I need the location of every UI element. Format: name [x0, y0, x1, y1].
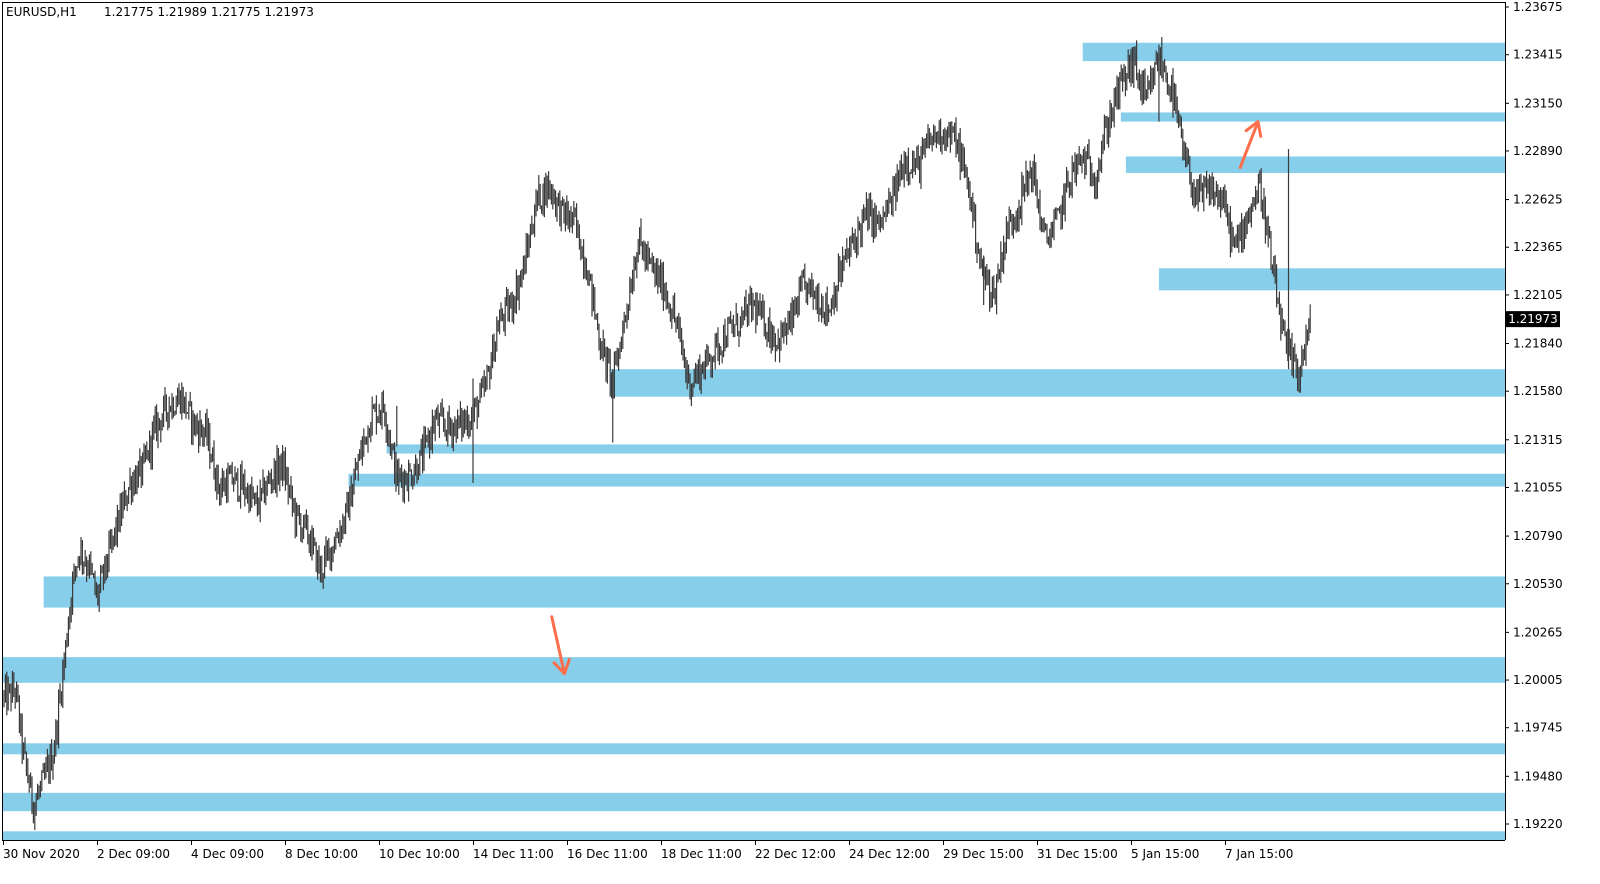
- price-layer: [3, 36, 1311, 831]
- zone-9: [3, 743, 1505, 755]
- time-tick-label-6: 16 Dec 11:00: [567, 847, 648, 861]
- price-axis[interactable]: 1.23675 1.23415 1.23150 1.22890 1.22625 1.223…: [1505, 0, 1563, 831]
- time-tick-label-8: 22 Dec 12:00: [755, 847, 836, 861]
- time-tick-label-5: 14 Dec 11:00: [473, 847, 554, 861]
- zone-7: [43, 576, 1505, 608]
- current-price-value: 1.21973: [1508, 312, 1558, 326]
- price-tick-label-12: 1.20530: [1513, 577, 1563, 591]
- zone-1: [1120, 112, 1505, 122]
- zone-11: [3, 831, 1505, 841]
- price-tick-label-3: 1.22890: [1513, 144, 1563, 158]
- current-price-tag: 1.21973: [1506, 311, 1560, 328]
- zone-8: [3, 657, 1505, 683]
- arrow-head-1: [552, 657, 571, 676]
- price-tick-label-10: 1.21055: [1513, 480, 1563, 494]
- time-tick-label-1: 2 Dec 09:00: [97, 847, 170, 861]
- current-price-tag-box: [1506, 311, 1560, 328]
- zone-0: [1082, 42, 1505, 62]
- time-tick-label-12: 5 Jan 15:00: [1131, 847, 1199, 861]
- time-axis[interactable]: 30 Nov 2020 2 Dec 09:00 4 Dec 09:00 8 Dec 1…: [3, 840, 1293, 861]
- price-tick-label-2: 1.23150: [1513, 96, 1563, 110]
- price-tick-label-17: 1.19220: [1513, 817, 1563, 831]
- time-tick-label-4: 10 Dec 10:00: [379, 847, 460, 861]
- zone-2: [1125, 156, 1505, 173]
- time-tick-label-7: 18 Dec 11:00: [661, 847, 742, 861]
- zone-4: [610, 369, 1505, 397]
- zone-3: [1158, 268, 1505, 291]
- time-tick-label-11: 31 Dec 15:00: [1037, 847, 1118, 861]
- zones-layer: [3, 42, 1506, 841]
- time-tick-label-13: 7 Jan 15:00: [1225, 847, 1293, 861]
- zone-10: [3, 792, 1505, 812]
- time-tick-label-0: 30 Nov 2020: [3, 847, 80, 861]
- zone-6: [348, 473, 1505, 487]
- price-tick-label-4: 1.22625: [1513, 193, 1563, 207]
- price-tick-label-11: 1.20790: [1513, 529, 1563, 543]
- ohlc-values: 1.21775 1.21989 1.21775 1.21973: [104, 5, 314, 19]
- price-tick-label-7: 1.21840: [1513, 337, 1563, 351]
- chart-header: EURUSD,H1 1.21775 1.21989 1.21775 1.2197…: [6, 5, 314, 19]
- price-tick-label-5: 1.22365: [1513, 240, 1563, 254]
- time-tick-label-9: 24 Dec 12:00: [849, 847, 930, 861]
- arrows-layer: [550, 120, 1263, 676]
- arrow-shaft-1: [550, 615, 566, 676]
- price-tick-label-6: 1.22105: [1513, 288, 1563, 302]
- zone-5: [386, 444, 1506, 454]
- price-tick-label-16: 1.19480: [1513, 769, 1563, 783]
- time-tick-label-2: 4 Dec 09:00: [191, 847, 264, 861]
- price-tick-label-8: 1.21580: [1513, 384, 1563, 398]
- price-tick-label-0: 1.23675: [1513, 0, 1563, 14]
- price-tick-label-15: 1.19745: [1513, 721, 1563, 735]
- price-tick-label-9: 1.21315: [1513, 433, 1563, 447]
- symbol-timeframe: EURUSD,H1: [6, 5, 77, 19]
- arrow-shaft-0: [1238, 120, 1260, 169]
- arrow-down: [550, 615, 571, 676]
- arrow-up: [1238, 120, 1263, 169]
- arrow-head-0: [1244, 120, 1263, 138]
- price-tick-label-14: 1.20005: [1513, 673, 1563, 687]
- price-tick-label-13: 1.20265: [1513, 625, 1563, 639]
- time-tick-label-3: 8 Dec 10:00: [285, 847, 358, 861]
- time-tick-label-10: 29 Dec 15:00: [943, 847, 1024, 861]
- price-tick-label-1: 1.23415: [1513, 48, 1563, 62]
